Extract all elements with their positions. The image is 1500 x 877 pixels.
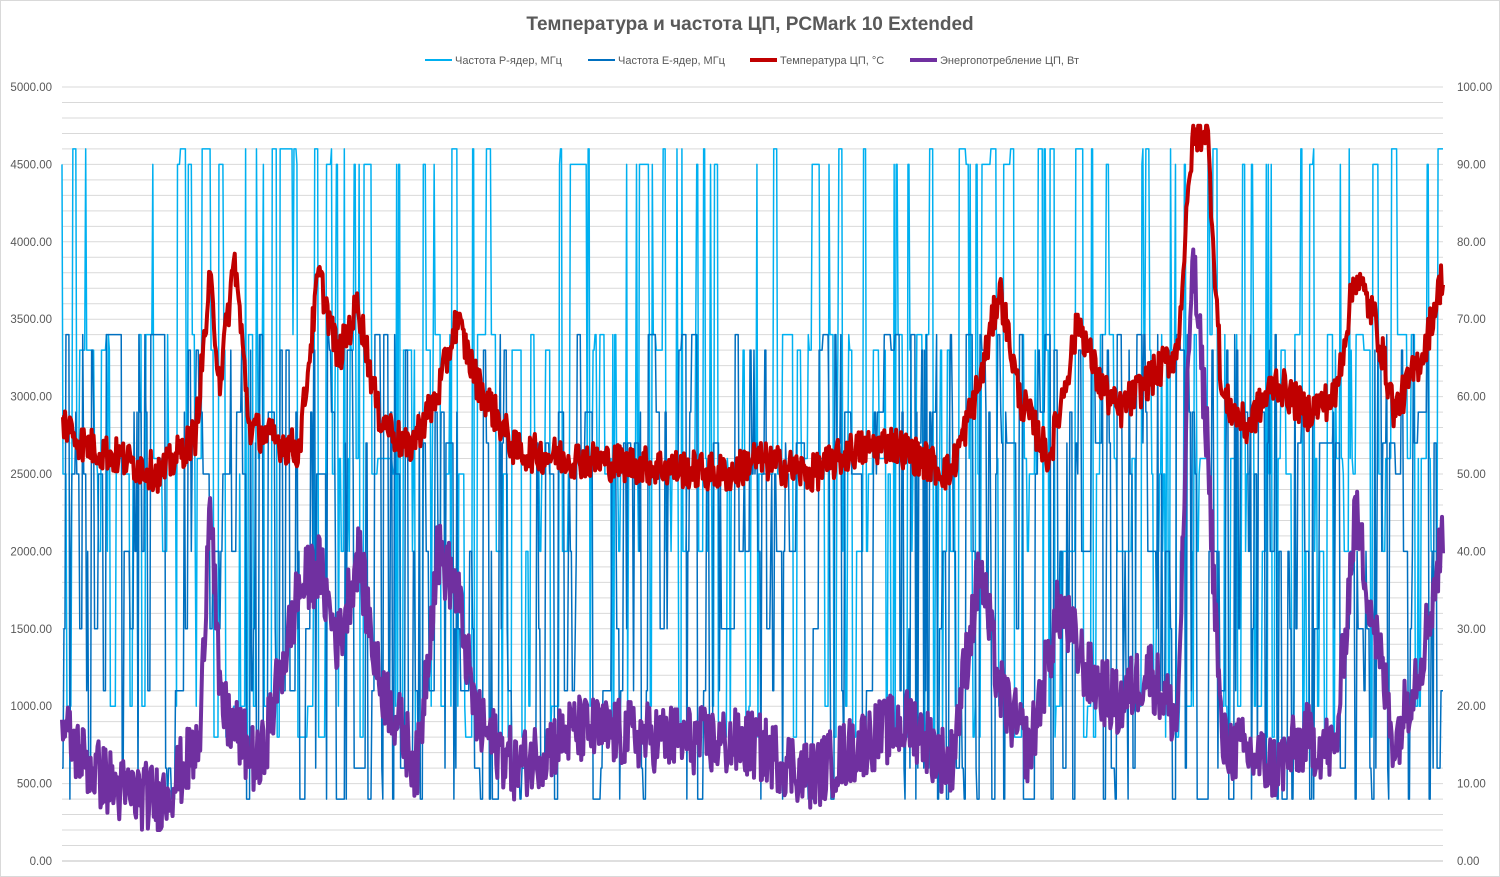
- series-line-cpu-temperature: [60, 123, 1445, 494]
- legend: Частота P-ядер, МГц Частота E-ядер, МГц Те…: [425, 55, 1079, 67]
- left-tick-label: 1500.00: [10, 624, 52, 636]
- left-tick-label: 4000.00: [10, 237, 52, 249]
- left-tick-label: 1000.00: [10, 701, 52, 713]
- right-tick-label: 0.00: [1457, 856, 1479, 868]
- legend-label: Частота E-ядер, МГц: [618, 55, 726, 67]
- series-layer: [60, 123, 1445, 833]
- series-line-e-core-frequency: [62, 333, 1443, 800]
- right-tick-label: 60.00: [1457, 392, 1486, 404]
- right-tick-label: 30.00: [1457, 624, 1486, 636]
- legend-label: Температура ЦП, °C: [780, 55, 884, 67]
- right-tick-label: 80.00: [1457, 237, 1486, 249]
- right-tick-label: 50.00: [1457, 469, 1486, 481]
- right-tick-label: 10.00: [1457, 779, 1486, 791]
- left-tick-label: 3500.00: [10, 314, 52, 326]
- left-tick-label: 0.00: [30, 856, 52, 868]
- legend-label: Частота P-ядер, МГц: [455, 55, 563, 67]
- right-tick-label: 70.00: [1457, 314, 1486, 326]
- right-tick-label: 90.00: [1457, 159, 1486, 171]
- legend-label: Энергопотребление ЦП, Вт: [940, 55, 1079, 67]
- left-tick-label: 3000.00: [10, 392, 52, 404]
- right-tick-label: 20.00: [1457, 701, 1486, 713]
- left-tick-label: 5000.00: [10, 82, 52, 94]
- chart-title: Температура и частота ЦП, PCMark 10 Exte…: [526, 14, 973, 35]
- right-axis-ticks: 0.00 10.00 20.00 30.00 40.00 50.00 60.00 70.00 8…: [1457, 82, 1492, 868]
- left-axis-ticks: 0.00 500.00 1000.00 1500.00 2000.00 2500.00 30…: [10, 82, 52, 868]
- left-tick-label: 500.00: [17, 779, 52, 791]
- left-tick-label: 2500.00: [10, 469, 52, 481]
- right-tick-label: 100.00: [1457, 82, 1492, 94]
- series-line-cpu-power: [60, 247, 1445, 833]
- right-tick-label: 40.00: [1457, 546, 1486, 558]
- left-tick-label: 4500.00: [10, 159, 52, 171]
- left-tick-label: 2000.00: [10, 546, 52, 558]
